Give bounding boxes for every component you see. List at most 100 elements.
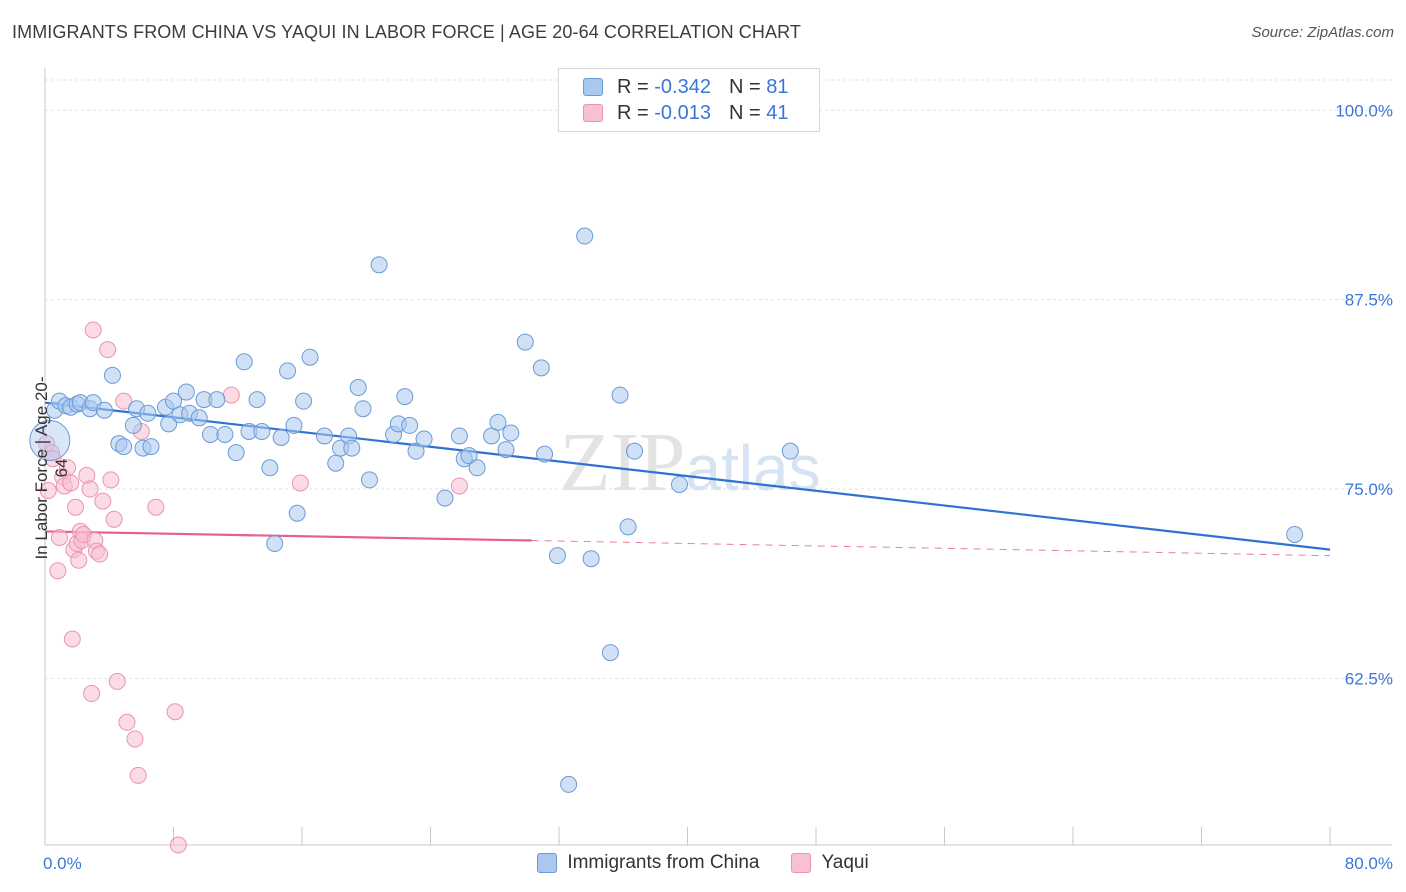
china-point: [619, 518, 637, 536]
china-point: [497, 441, 515, 459]
yaqui-legend-label: Yaqui: [821, 852, 869, 873]
data-points: [29, 227, 1304, 854]
china-point: [436, 489, 454, 507]
china-point: [468, 459, 486, 477]
y-tick-label: 100.0%: [1335, 101, 1393, 120]
n-label: N =: [728, 75, 761, 98]
china-point: [460, 447, 478, 465]
china-point: [576, 227, 594, 245]
yaqui-point: [147, 498, 165, 516]
china-point: [536, 445, 554, 463]
china-point: [160, 415, 178, 433]
yaqui-point: [166, 703, 184, 721]
yaqui-point: [50, 528, 68, 546]
gridlines: [45, 79, 1392, 679]
china-point: [1286, 525, 1304, 543]
yaqui-point: [83, 685, 101, 703]
china-n-value: 81: [766, 75, 789, 98]
china-point: [415, 430, 433, 448]
legend-item-china[interactable]: Immigrants from China: [537, 852, 759, 874]
yaqui-point: [91, 545, 109, 563]
china-point: [288, 504, 306, 522]
china-point: [261, 459, 279, 477]
china-point: [670, 475, 688, 493]
y-tick-label: 75.0%: [1345, 480, 1393, 499]
china-point: [548, 547, 566, 565]
china-point: [201, 425, 219, 443]
china-trend-line: [44, 401, 1331, 551]
china-point: [601, 644, 619, 662]
yaqui-point: [62, 474, 80, 492]
yaqui-trend-extension: [531, 540, 1331, 557]
china-point: [208, 391, 226, 409]
china-point: [272, 429, 290, 447]
yaqui-point: [63, 630, 81, 648]
yaqui-point: [81, 480, 99, 498]
china-point: [177, 383, 195, 401]
china-legend-swatch: [537, 853, 558, 873]
china-point: [124, 416, 142, 434]
watermark-zip: ZIP: [559, 416, 685, 509]
yaqui-point: [84, 321, 102, 339]
china-point: [315, 427, 333, 445]
china-point: [301, 348, 319, 366]
china-point: [781, 442, 799, 460]
yaqui-point: [70, 551, 88, 569]
yaqui-point: [126, 730, 144, 748]
yaqui-point: [67, 498, 85, 516]
yaqui-point: [108, 672, 126, 690]
china-point: [560, 775, 578, 793]
china-point: [279, 362, 297, 380]
china-point: [401, 416, 419, 434]
china-swatch: [583, 78, 603, 96]
china-point: [483, 427, 501, 445]
yaqui-swatch: [583, 104, 603, 122]
china-legend-label: Immigrants from China: [567, 852, 760, 873]
china-point: [407, 442, 425, 460]
yaqui-point: [105, 510, 123, 528]
legend-row-china: R = -0.342 N = 81: [583, 75, 788, 99]
china-point: [450, 427, 468, 445]
y-axis-label: In Labor Force | Age 20-64: [32, 376, 71, 560]
legend-item-yaqui[interactable]: Yaqui: [791, 852, 869, 874]
x-tick-label-max: 80.0%: [1345, 854, 1393, 873]
china-point: [29, 420, 71, 462]
china-point: [516, 333, 534, 351]
china-point: [95, 401, 113, 419]
china-point: [396, 388, 414, 406]
x-tick-label-min: 0.0%: [43, 854, 82, 873]
chart-title: IMMIGRANTS FROM CHINA VS YAQUI IN LABOR …: [12, 22, 801, 42]
china-point: [253, 422, 271, 440]
china-point: [349, 379, 367, 397]
china-point: [370, 256, 388, 274]
yaqui-point: [169, 836, 187, 854]
china-point: [285, 416, 303, 434]
series-legend: Immigrants from China Yaqui: [0, 852, 1406, 874]
china-point: [139, 404, 157, 422]
yaqui-n-value: 41: [766, 101, 789, 124]
china-point: [103, 366, 121, 384]
yaqui-legend-swatch: [791, 853, 812, 873]
yaqui-r-value: -0.013: [654, 101, 711, 124]
china-point: [611, 386, 629, 404]
china-point: [248, 391, 266, 409]
y-tick-label: 87.5%: [1345, 291, 1393, 310]
yaqui-point: [49, 562, 67, 580]
china-point: [343, 439, 361, 457]
china-point: [327, 454, 345, 472]
yaqui-point: [115, 392, 133, 410]
yaqui-point: [450, 477, 468, 495]
china-point: [235, 353, 253, 371]
china-r-value: -0.342: [654, 75, 711, 98]
china-point: [165, 392, 182, 410]
china-point: [582, 550, 600, 568]
r-label: R =: [617, 75, 649, 98]
yaqui-point: [129, 766, 147, 784]
yaqui-point: [118, 713, 136, 731]
china-point: [502, 424, 520, 442]
legend-row-yaqui: R = -0.013 N = 41: [583, 101, 788, 125]
n-label: N =: [728, 101, 761, 124]
china-point: [115, 438, 133, 456]
yaqui-point: [44, 450, 62, 468]
china-point: [227, 444, 245, 462]
